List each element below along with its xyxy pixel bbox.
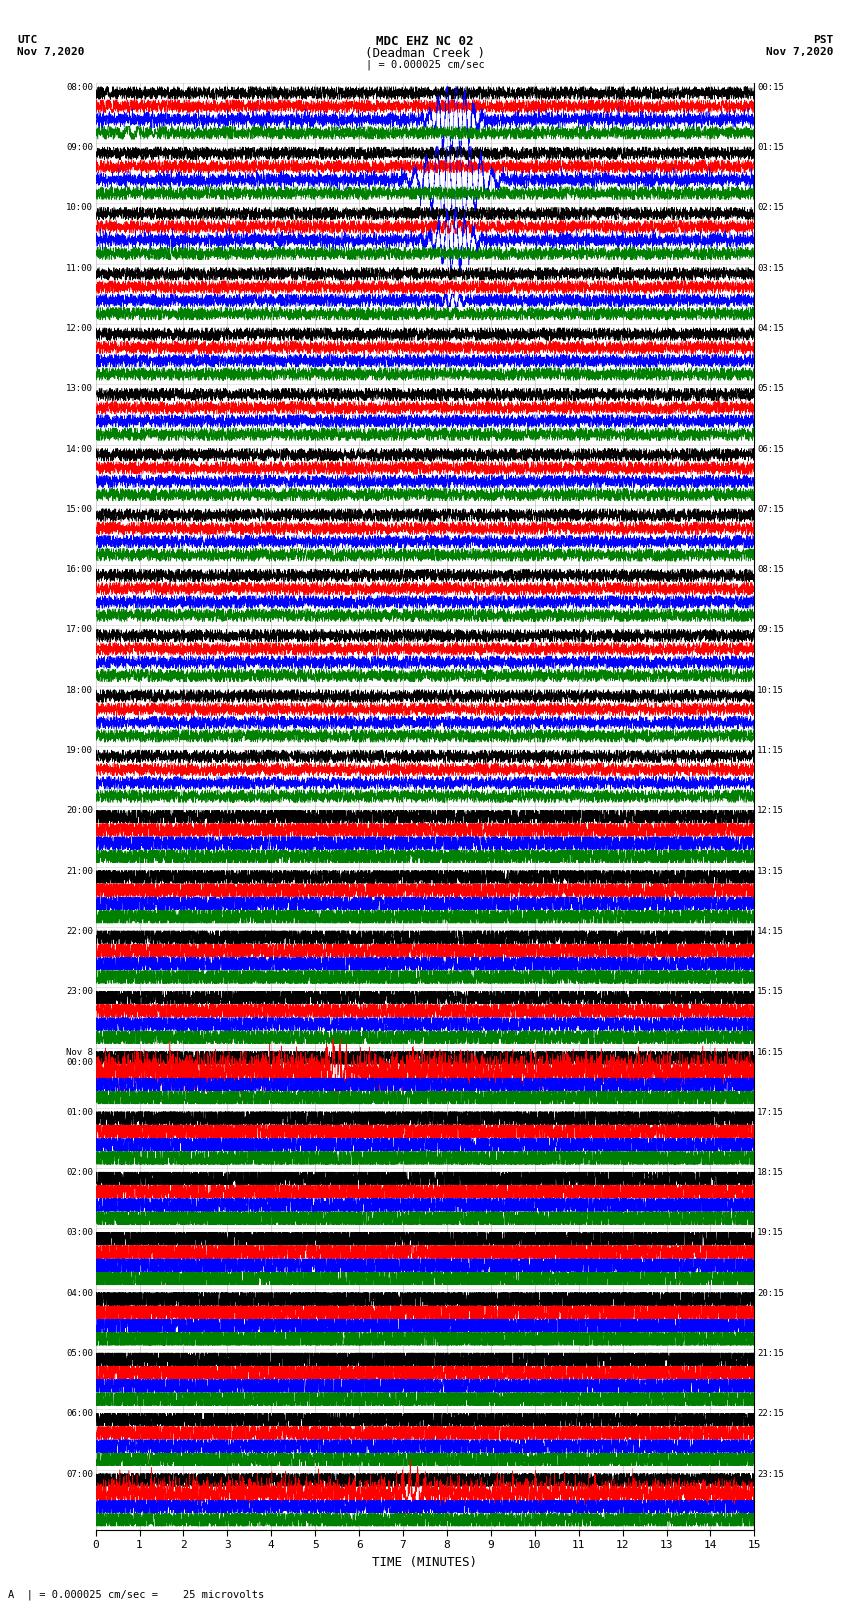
Text: Nov 7,2020: Nov 7,2020 xyxy=(17,47,84,56)
Text: (Deadman Creek ): (Deadman Creek ) xyxy=(365,47,485,60)
Text: | = 0.000025 cm/sec: | = 0.000025 cm/sec xyxy=(366,60,484,71)
Text: PST: PST xyxy=(813,35,833,45)
Text: UTC: UTC xyxy=(17,35,37,45)
Text: A  | = 0.000025 cm/sec =    25 microvolts: A | = 0.000025 cm/sec = 25 microvolts xyxy=(8,1589,264,1600)
Text: Nov 7,2020: Nov 7,2020 xyxy=(766,47,833,56)
Text: MDC EHZ NC 02: MDC EHZ NC 02 xyxy=(377,35,473,48)
X-axis label: TIME (MINUTES): TIME (MINUTES) xyxy=(372,1557,478,1569)
